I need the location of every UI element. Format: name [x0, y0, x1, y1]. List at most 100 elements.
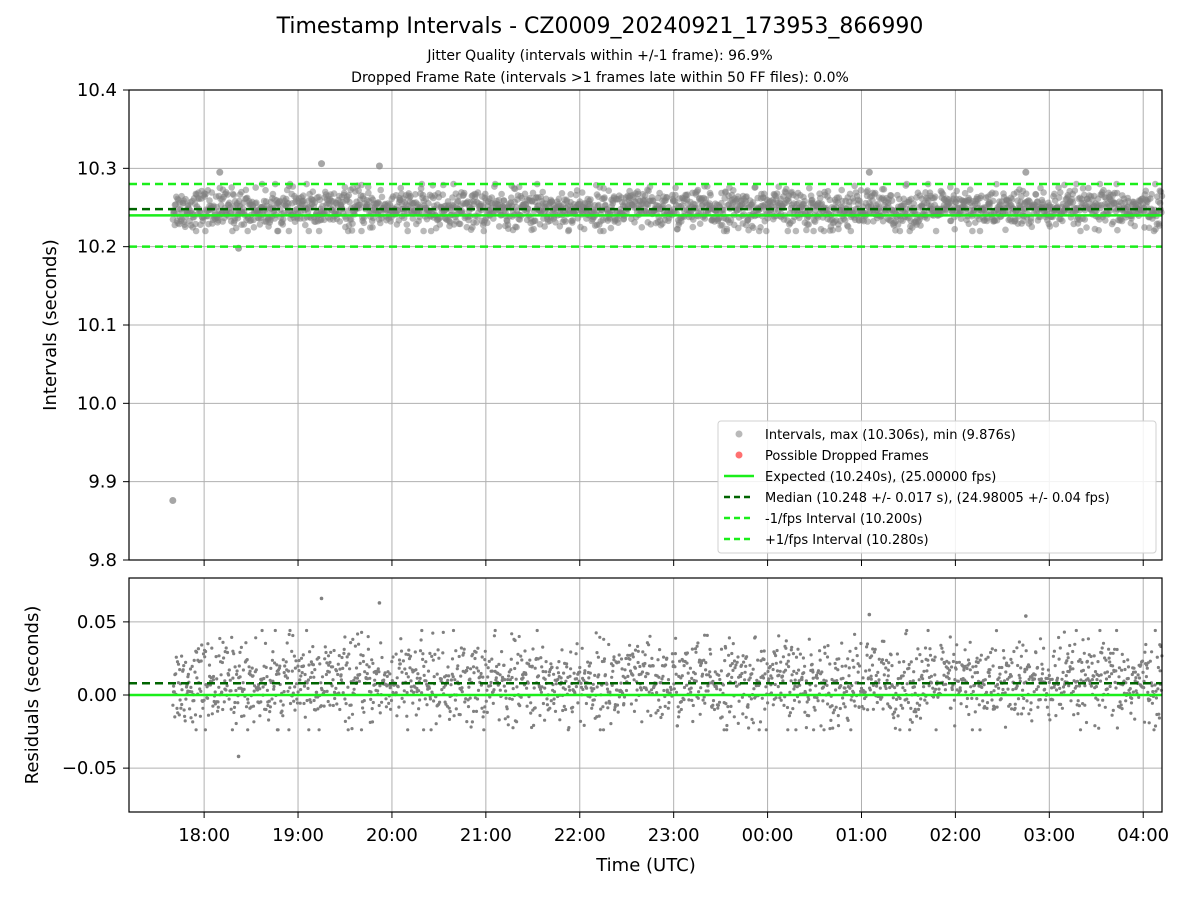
residual-point: [751, 667, 755, 671]
residual-point: [459, 674, 463, 678]
residual-point: [665, 656, 669, 660]
residual-point: [1047, 713, 1051, 717]
residual-point: [1034, 651, 1038, 655]
interval-point: [1113, 189, 1121, 197]
residual-point: [925, 701, 929, 705]
residual-point: [977, 703, 981, 707]
residual-point: [302, 701, 306, 706]
residual-point: [822, 728, 826, 732]
residual-point: [633, 648, 638, 652]
residual-point: [315, 690, 319, 695]
interval-point: [694, 186, 702, 194]
residual-point: [815, 676, 819, 680]
residual-point: [914, 710, 918, 714]
interval-point: [989, 197, 997, 205]
interval-point: [702, 196, 710, 203]
x-tick-label: 00:00: [742, 825, 794, 846]
residual-point: [1068, 643, 1072, 648]
residual-point: [200, 643, 204, 647]
residual-point: [297, 669, 301, 673]
residual-point: [485, 710, 489, 715]
residual-point: [547, 670, 552, 674]
residual-point: [814, 684, 818, 688]
residual-point: [642, 664, 646, 668]
residual-point: [676, 705, 680, 709]
residual-point: [793, 684, 797, 688]
residual-point: [540, 685, 544, 689]
residual-point: [201, 652, 206, 656]
interval-point: [427, 227, 435, 235]
residual-point: [189, 716, 193, 720]
residual-point: [389, 707, 393, 711]
residual-point: [244, 641, 248, 645]
residual-point: [292, 654, 296, 658]
residual-point: [1060, 706, 1064, 710]
residual-point: [842, 702, 846, 706]
residual-point: [362, 710, 366, 714]
residual-point: [795, 671, 799, 675]
residual-point: [865, 642, 870, 646]
residual-point: [893, 686, 897, 690]
residual-point: [1076, 699, 1080, 703]
residual-point: [771, 703, 775, 707]
interval-point: [783, 185, 790, 193]
residual-point: [447, 717, 452, 722]
residual-point: [450, 672, 454, 676]
residual-point: [358, 672, 362, 677]
residual-point: [198, 687, 202, 691]
residual-point: [506, 723, 510, 727]
residual-point: [361, 659, 366, 664]
residual-point: [310, 671, 314, 675]
residual-point: [305, 698, 309, 703]
residual-point: [1078, 658, 1082, 662]
residual-point: [183, 714, 187, 719]
residual-point: [841, 676, 845, 680]
residual-point: [521, 676, 525, 680]
residual-point: [245, 658, 249, 662]
interval-outlier-point: [169, 496, 177, 504]
residual-point: [1124, 699, 1128, 703]
interval-point: [1096, 180, 1104, 188]
residual-point: [1084, 720, 1089, 725]
residual-point: [963, 648, 967, 652]
residual-point: [834, 688, 838, 692]
residual-point: [1144, 642, 1148, 647]
residual-point: [920, 673, 924, 678]
interval-point: [857, 187, 865, 194]
interval-point: [730, 187, 737, 194]
residual-point: [963, 664, 967, 668]
residual-point: [893, 726, 898, 730]
residual-point: [796, 647, 800, 651]
residual-point: [307, 663, 311, 667]
residual-point: [1110, 713, 1114, 717]
residual-point: [571, 705, 575, 709]
residual-point: [297, 658, 301, 663]
legend-entry-intervals-label: Intervals, max (10.306s), min (9.876s): [765, 428, 1016, 443]
residual-point: [942, 661, 947, 666]
residual-point: [368, 676, 372, 680]
residual-point: [510, 675, 514, 680]
residual-point: [937, 687, 941, 691]
interval-point: [360, 219, 368, 227]
residual-point: [748, 663, 752, 667]
interval-point: [436, 221, 444, 228]
residual-point: [1057, 635, 1061, 640]
interval-point: [208, 189, 216, 196]
interval-outlier-point: [318, 160, 326, 168]
residual-point: [449, 683, 453, 687]
residual-point: [350, 712, 355, 716]
residual-point: [853, 632, 857, 637]
residual-point: [694, 650, 698, 654]
residual-point: [994, 648, 998, 652]
residual-point: [634, 698, 638, 702]
residual-point: [341, 666, 345, 671]
residual-point: [341, 691, 345, 695]
residual-point: [641, 650, 645, 654]
residual-point: [480, 706, 484, 710]
residual-point: [1038, 637, 1043, 641]
residual-point: [973, 671, 977, 675]
residual-point: [560, 648, 564, 652]
residual-point: [378, 711, 382, 715]
residual-point: [1010, 661, 1014, 665]
residual-point: [892, 716, 896, 720]
